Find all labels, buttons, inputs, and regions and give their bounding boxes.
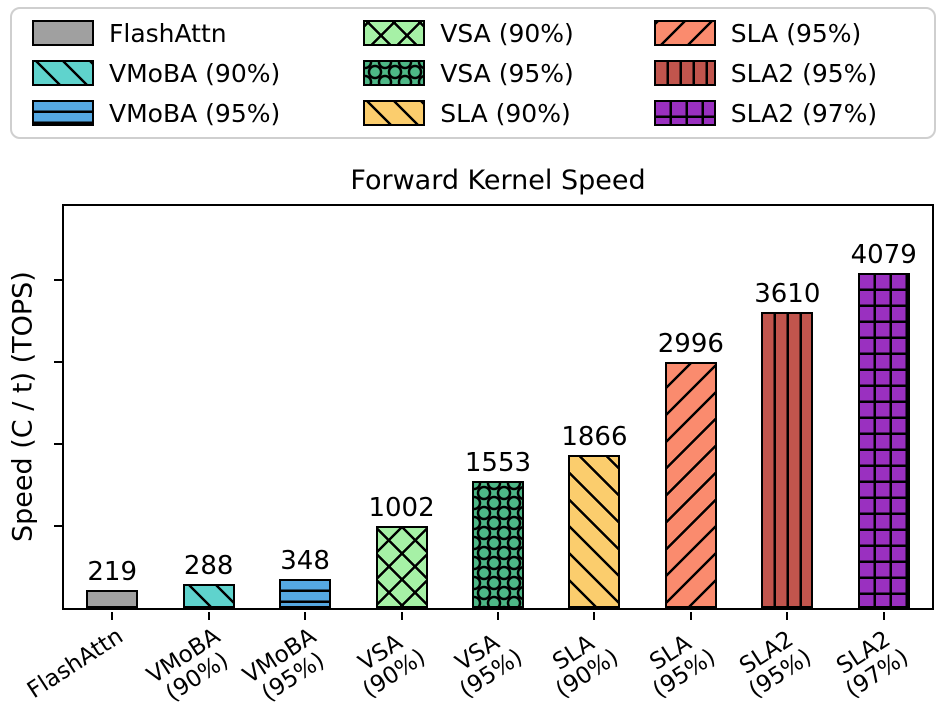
- bar-slot: 1866: [546, 206, 642, 620]
- y-axis-label: Speed (C / t) (TOPS): [7, 271, 39, 543]
- legend-swatch-icon: [32, 20, 94, 46]
- x-tick: [689, 612, 692, 620]
- legend-swatch-icon: [653, 100, 716, 126]
- bar-value-label: 2996: [657, 329, 724, 359]
- bar: [568, 455, 621, 608]
- legend-item: VMoBA (90%): [32, 60, 363, 86]
- legend: FlashAttn VMoBA (90%) VMoBA (95%) VSA (90%)…: [10, 7, 936, 139]
- bar-value-label: 3610: [754, 279, 821, 309]
- bar-slot: 3610: [739, 206, 835, 620]
- x-tick: [304, 612, 307, 620]
- legend-item: VSA (90%): [363, 20, 654, 46]
- x-tick-labels: FlashAttn VMoBA (90%) VMoBA (95%) VSA (90%) VSA…: [23, 620, 934, 716]
- legend-swatch-icon: [32, 100, 94, 126]
- bar-value-label: 1002: [368, 493, 435, 523]
- x-tick-label: SLA2 (97%): [831, 626, 913, 704]
- bar-slot: 2996: [643, 206, 739, 620]
- bar: [664, 362, 717, 608]
- bar-value-label: 1553: [464, 448, 532, 478]
- bar-value-label: 348: [280, 546, 330, 576]
- x-tick-label: VMoBA (95%): [238, 623, 330, 707]
- x-tick: [400, 612, 403, 620]
- x-tick-label: VMoBA (90%): [142, 623, 233, 707]
- x-tick: [882, 612, 885, 620]
- legend-label: SLA (95%): [730, 18, 862, 48]
- bars-container: 219 288 348 1002 1553 1866 2996 3610 4079: [64, 206, 932, 620]
- y-tick: [54, 360, 62, 363]
- x-tick-label: FlashAttn: [22, 623, 128, 704]
- bar-slot: 348: [257, 206, 353, 620]
- x-tick: [496, 612, 499, 620]
- chart-title: Forward Kernel Speed: [350, 165, 646, 196]
- legend-swatch-icon: [363, 100, 426, 126]
- x-tick-label: SLA2 (95%): [735, 626, 817, 704]
- bar-slot: 4079: [836, 206, 932, 620]
- bar-value-label: 1866: [561, 422, 628, 452]
- legend-label: SLA2 (95%): [730, 58, 878, 88]
- legend-item: VMoBA (95%): [32, 100, 363, 126]
- legend-label: SLA (90%): [440, 98, 571, 128]
- x-tick: [786, 612, 789, 620]
- legend-swatch-icon: [653, 20, 716, 46]
- legend-label: VSA (90%): [440, 18, 574, 48]
- legend-swatch-icon: [32, 60, 94, 86]
- x-tick: [207, 612, 210, 620]
- bar-slot: 288: [160, 206, 256, 620]
- legend-item: SLA2 (97%): [653, 98, 924, 128]
- bar: [86, 590, 139, 608]
- plot-area: 219 288 348 1002 1553 1866 2996 3610 4079: [54, 204, 934, 620]
- legend-item: SLA (95%): [653, 18, 924, 48]
- legend-item: FlashAttn: [32, 20, 363, 46]
- legend-label: SLA2 (97%): [730, 98, 878, 128]
- bar: [761, 312, 814, 608]
- legend-label: FlashAttn: [109, 18, 227, 48]
- legend-item: SLA (90%): [363, 100, 654, 126]
- bar: [375, 526, 428, 608]
- x-tick-label: SLA (95%): [645, 630, 721, 704]
- bar-slot: 1002: [353, 206, 449, 620]
- y-tick: [54, 278, 62, 281]
- legend-swatch-icon: [363, 20, 426, 46]
- x-tick-label: SLA (90%): [548, 630, 624, 704]
- bar: [279, 579, 332, 608]
- legend-label: VSA (95%): [440, 58, 574, 88]
- y-tick: [54, 442, 62, 445]
- bar-value-label: 288: [183, 551, 234, 581]
- legend-swatch-icon: [653, 60, 716, 86]
- legend-item: SLA2 (95%): [653, 58, 924, 88]
- x-tick-label: VSA (95%): [450, 629, 528, 704]
- legend-label: VMoBA (95%): [109, 98, 281, 128]
- legend-swatch-icon: [363, 60, 426, 86]
- bar: [471, 481, 524, 608]
- y-tick: [54, 524, 62, 527]
- bar-value-label: 4079: [850, 240, 917, 270]
- x-tick-label: VSA (90%): [354, 629, 431, 704]
- bar-value-label: 219: [87, 557, 138, 587]
- x-tick: [593, 612, 596, 620]
- bar: [182, 584, 235, 608]
- bar: [857, 273, 910, 608]
- legend-item: VSA (95%): [363, 60, 654, 86]
- bar-slot: 1553: [450, 206, 546, 620]
- legend-label: VMoBA (90%): [109, 58, 281, 88]
- x-tick: [111, 612, 114, 620]
- bar-slot: 219: [64, 206, 160, 620]
